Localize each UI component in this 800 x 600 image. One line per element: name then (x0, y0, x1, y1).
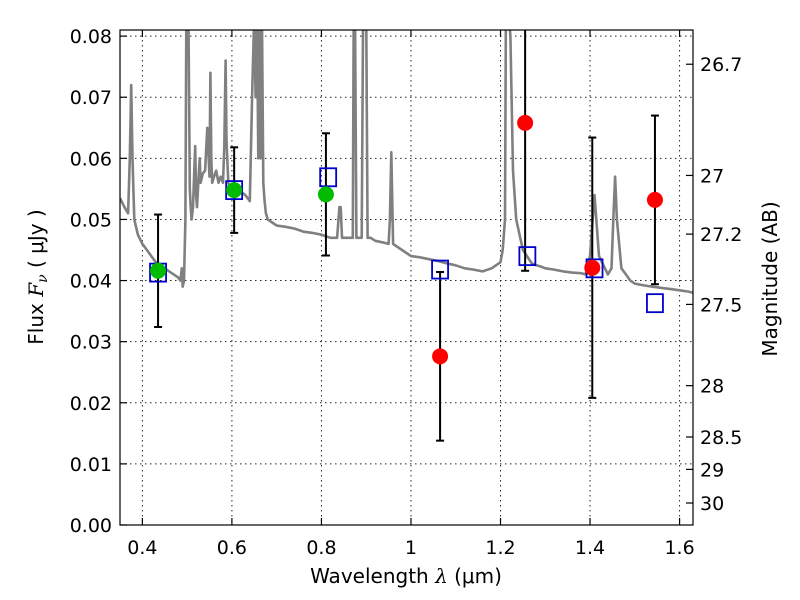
detection-point (226, 182, 243, 199)
grid (120, 30, 693, 526)
detection-point (317, 186, 334, 203)
y-tick-label: 0.07 (70, 87, 112, 109)
x-tick-label: 1 (405, 537, 417, 559)
detection-point (150, 262, 167, 279)
x-tick-label: 1.4 (575, 537, 605, 559)
model-photometry-square (319, 167, 338, 188)
axis-ticks (120, 30, 693, 526)
right-tick-label: 26.7 (700, 54, 742, 76)
x-tick-label: 0.4 (127, 537, 157, 559)
x-axis-title: Wavelength λ (μm) (310, 564, 502, 588)
y-tick-label: 0.05 (70, 209, 112, 231)
non-detection-point (584, 259, 601, 276)
error-bars (154, 30, 659, 442)
plot-frame (119, 29, 694, 526)
non-detection-point (646, 191, 663, 208)
y-tick-label: 0.06 (70, 148, 112, 170)
right-axis-title: Magnitude (AB) (758, 201, 782, 356)
non-detection-point (432, 348, 449, 365)
right-tick-label: 27 (700, 165, 724, 187)
spectrum-line (120, 30, 693, 295)
x-tick-label: 0.8 (306, 537, 336, 559)
y-tick-label: 0.01 (70, 454, 112, 476)
right-tick-label: 30 (700, 493, 724, 515)
right-tick-label: 28.5 (700, 427, 742, 449)
model-photometry-square (518, 246, 537, 267)
tick-labels: 0.4 0.6 0.8 1 1.2 1.4 1.6 0.00 0.01 0.02 0.03 0.04 0… (70, 26, 743, 559)
y-tick-label: 0.04 (70, 271, 112, 293)
x-tick-label: 1.6 (664, 537, 694, 559)
y-tick-label: 0.02 (70, 393, 112, 415)
right-tick-label: 27.5 (700, 294, 742, 316)
non-detection-point (517, 114, 534, 131)
y-tick-label: 0.03 (70, 332, 112, 354)
right-tick-label: 28 (700, 376, 724, 398)
y-tick-label: 0.00 (70, 515, 112, 537)
y-tick-label: 0.08 (70, 26, 112, 48)
x-tick-label: 0.6 (217, 537, 247, 559)
model-photometry-square (646, 293, 664, 314)
model-spectrum (120, 30, 693, 295)
right-tick-label: 29 (700, 459, 724, 481)
x-tick-label: 1.2 (485, 537, 515, 559)
data-points (149, 114, 664, 365)
y-axis-title: Flux Fν ( μJy ) (24, 209, 51, 344)
model-photometry-square (431, 259, 449, 280)
right-tick-label: 27.2 (700, 224, 742, 246)
